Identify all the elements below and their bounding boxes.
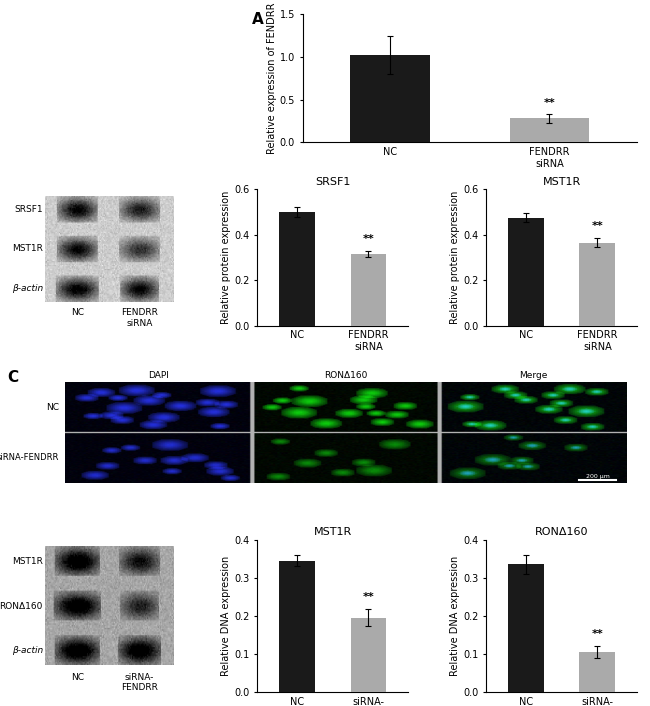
Text: Merge: Merge bbox=[519, 371, 547, 381]
Bar bbox=[508, 564, 543, 692]
Text: C: C bbox=[6, 370, 18, 385]
Text: β-actin: β-actin bbox=[12, 646, 43, 655]
Title: MST1R: MST1R bbox=[313, 527, 352, 537]
Text: **: ** bbox=[592, 628, 603, 639]
Text: **: ** bbox=[363, 234, 374, 244]
Bar bbox=[350, 618, 387, 692]
Y-axis label: Relative expression of FENDRR: Relative expression of FENDRR bbox=[267, 2, 277, 154]
Y-axis label: Relative DNA expression: Relative DNA expression bbox=[450, 556, 460, 676]
Text: SRSF1: SRSF1 bbox=[14, 205, 43, 214]
Text: RONΔ160: RONΔ160 bbox=[0, 602, 43, 611]
Text: 200 μm: 200 μm bbox=[586, 474, 610, 479]
Text: NC: NC bbox=[71, 309, 84, 317]
Text: β-actin: β-actin bbox=[12, 284, 43, 293]
Bar bbox=[279, 561, 315, 692]
Title: SRSF1: SRSF1 bbox=[315, 177, 350, 187]
Text: siRNA-
FENDRR: siRNA- FENDRR bbox=[121, 673, 158, 692]
Text: **: ** bbox=[592, 221, 603, 232]
Bar bbox=[508, 217, 543, 325]
Bar bbox=[350, 55, 430, 143]
Text: MST1R: MST1R bbox=[12, 244, 43, 253]
Bar bbox=[350, 254, 387, 325]
Text: DAPI: DAPI bbox=[148, 371, 169, 381]
Text: **: ** bbox=[543, 97, 555, 108]
Bar bbox=[580, 652, 616, 692]
Y-axis label: Relative protein expression: Relative protein expression bbox=[221, 191, 231, 324]
Text: FENDRR
siRNA: FENDRR siRNA bbox=[121, 309, 158, 328]
Text: A: A bbox=[252, 11, 264, 27]
Text: MST1R: MST1R bbox=[12, 557, 43, 566]
Text: RONΔ160: RONΔ160 bbox=[324, 371, 367, 381]
Text: NC: NC bbox=[71, 673, 84, 682]
Text: **: ** bbox=[363, 592, 374, 602]
Bar bbox=[279, 212, 315, 325]
Text: NC: NC bbox=[46, 403, 58, 412]
Y-axis label: Relative protein expression: Relative protein expression bbox=[450, 191, 460, 324]
Bar bbox=[510, 119, 590, 143]
Title: RONΔ160: RONΔ160 bbox=[535, 527, 588, 537]
Text: siRNA-FENDRR: siRNA-FENDRR bbox=[0, 453, 58, 462]
Y-axis label: Relative DNA expression: Relative DNA expression bbox=[221, 556, 231, 676]
Bar bbox=[580, 243, 616, 325]
Title: MST1R: MST1R bbox=[542, 177, 580, 187]
